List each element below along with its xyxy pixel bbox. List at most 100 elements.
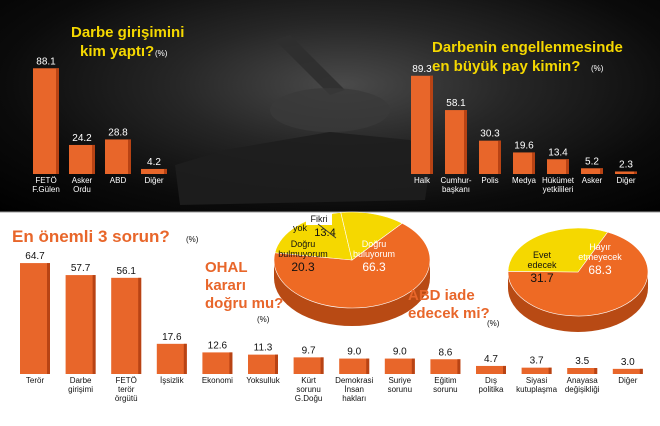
category-label: Cumhur- (440, 176, 471, 185)
slice-label: edecek (527, 260, 557, 270)
bar (69, 144, 95, 174)
category-label: Diğer (618, 376, 637, 385)
bar-shade (56, 68, 59, 174)
bar (479, 140, 501, 174)
value-label: 19.6 (514, 140, 534, 151)
bar-shade (498, 140, 501, 174)
value-label: 11.3 (254, 343, 273, 354)
slice-label: Hayır (589, 242, 611, 252)
bar (156, 343, 187, 374)
value-label: 3.0 (621, 357, 635, 368)
category-label: Dış (485, 376, 497, 385)
bar-shade (548, 367, 552, 374)
bar-shade (503, 365, 506, 374)
bar (248, 354, 278, 374)
value-label: 3.5 (575, 356, 589, 367)
bar (567, 368, 598, 374)
bar-shade (566, 159, 569, 174)
category-label: Polis (481, 176, 498, 185)
category-label: politika (479, 385, 504, 394)
value-label: 3.7 (530, 356, 544, 367)
value-label: 12.6 (208, 340, 228, 351)
value-label: 89.3 (412, 64, 432, 75)
bar (65, 275, 96, 374)
category-label: girişimi (68, 385, 93, 394)
chart-title: doğru mu? (205, 295, 283, 312)
value-label: 8.6 (438, 347, 452, 358)
pie-slice (274, 212, 353, 261)
chart-title: Darbe girişimini (71, 24, 184, 41)
slice-label: yok (293, 223, 308, 233)
category-label: Darbe (70, 376, 92, 385)
category-label: değişikliği (565, 385, 600, 394)
chart-title: ABD iade (408, 287, 475, 304)
category-label: yetkilileri (543, 185, 574, 194)
bar (547, 159, 569, 174)
slice-label: buluyorum (353, 249, 395, 259)
category-label: Terör (26, 376, 45, 385)
bar (202, 352, 233, 374)
category-label: terör (118, 385, 135, 394)
bar-shade (229, 352, 233, 374)
category-label: Suriye (388, 376, 411, 385)
category-label: Anayasa (567, 376, 599, 385)
bar-shade (532, 152, 535, 174)
bar (33, 68, 59, 174)
pie-slice (507, 231, 649, 317)
unit-label: (%) (591, 64, 604, 73)
category-label: hakları (342, 394, 366, 403)
bar (521, 367, 552, 374)
bar-shade (92, 144, 95, 174)
bar (513, 152, 535, 174)
bar (445, 110, 467, 174)
value-label: 28.8 (108, 127, 128, 138)
bar (430, 359, 461, 374)
bar (339, 358, 370, 374)
value-label: 2.3 (619, 159, 633, 170)
category-label: G.Doğu (295, 394, 323, 403)
slice-label: Doğru (362, 239, 387, 249)
chart-title: kim yaptı? (80, 43, 154, 60)
category-label: Diğer (616, 176, 635, 185)
unit-label: (%) (155, 49, 168, 58)
tank-gun-barrel (275, 35, 345, 95)
bar-shade (634, 171, 637, 174)
slice-label: etmeyecek (578, 252, 622, 262)
slice-label: Evet (533, 250, 552, 260)
slice-label: Fikri (311, 214, 328, 224)
bar (411, 75, 433, 174)
category-label: Eğitim (434, 376, 457, 385)
category-label: Kürt (301, 376, 316, 385)
category-label: sorunu (433, 385, 457, 394)
bar-shade (464, 110, 467, 174)
bar-shade (639, 368, 643, 374)
bar-shade (47, 263, 50, 374)
bar-shade (183, 343, 187, 374)
value-label: 13.4 (548, 147, 568, 158)
bar-shade (275, 354, 278, 374)
bar (20, 263, 50, 374)
bar (476, 365, 506, 374)
category-label: kutuplaşma (516, 385, 557, 394)
bar-shade (320, 357, 324, 374)
slice-value: 20.3 (291, 260, 315, 274)
bar-shade (430, 75, 433, 174)
bar (581, 168, 603, 174)
bar-shade (138, 277, 142, 374)
unit-label: (%) (257, 315, 270, 324)
value-label: 4.2 (147, 157, 161, 168)
category-label: ABD (110, 176, 127, 185)
slice-label: Doğru (291, 239, 316, 249)
value-label: 58.1 (446, 98, 466, 109)
category-label: Ordu (73, 185, 91, 194)
value-label: 4.7 (484, 354, 498, 365)
chart-title: kararı (205, 277, 246, 294)
bar (141, 168, 167, 174)
category-label: başkanı (442, 185, 470, 194)
slice-label: bulmuyorum (278, 249, 328, 259)
category-label: Ekonomi (202, 376, 233, 385)
bar-shade (366, 358, 370, 374)
category-label: sorunu (296, 385, 320, 394)
bar (384, 358, 415, 374)
